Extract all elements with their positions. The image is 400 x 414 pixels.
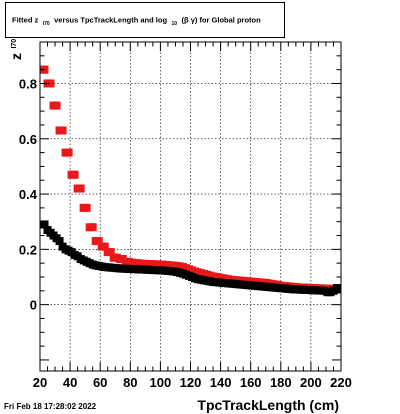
data-point [94, 237, 103, 246]
data-point [70, 170, 79, 179]
x-tick-label: 120 [180, 375, 202, 390]
data-point [46, 79, 55, 88]
data-point [76, 184, 85, 193]
x-tick-label: 160 [240, 375, 262, 390]
x-tick-label: 40 [63, 375, 77, 390]
axis-ticks [39, 41, 342, 371]
y-axis-title: z I70 [8, 39, 25, 60]
title-pre: Fitted z [12, 16, 38, 25]
data-point [64, 148, 73, 157]
title-mid: versus TpcTrackLength and log [54, 16, 167, 25]
y-tick-label: 0.2 [19, 242, 37, 257]
data-point [40, 220, 49, 229]
data-point [106, 248, 115, 257]
x-tick-label: 200 [300, 375, 322, 390]
y-tick-label: 0.8 [19, 76, 37, 91]
x-tick-label: 60 [93, 375, 107, 390]
y-tick-label: 0.4 [19, 187, 38, 202]
x-tick-label: 180 [270, 375, 292, 390]
x-tick-label: 140 [210, 375, 232, 390]
x-tick-label: 100 [150, 375, 172, 390]
data-point [82, 203, 91, 212]
data-point [333, 284, 341, 293]
data-point [58, 126, 67, 135]
data-point [88, 223, 97, 232]
data-point [55, 237, 64, 246]
data-points [40, 65, 341, 297]
y-axis-label-sub: I70 [11, 39, 18, 49]
data-point [100, 242, 109, 251]
title-sub1: I70 [43, 21, 50, 27]
title-box: Fitted z I70 versus TpcTrackLength and l… [5, 2, 285, 38]
y-tick-label: 0.6 [19, 132, 37, 147]
chart-title: Fitted z I70 versus TpcTrackLength and l… [12, 10, 261, 30]
x-axis-title: TpcTrackLength (cm) [197, 397, 339, 413]
grid-lines [40, 42, 341, 371]
x-tick-label: 80 [123, 375, 137, 390]
timestamp: Fri Feb 18 17:28:02 2022 [4, 402, 97, 411]
series-black [40, 220, 341, 297]
x-tick-label: 220 [330, 375, 352, 390]
x-tick-label: 20 [33, 375, 47, 390]
title-post: (β γ) for Global proton [182, 16, 262, 25]
data-point [40, 65, 49, 74]
data-point [52, 101, 61, 110]
y-axis-label: z [8, 53, 24, 60]
tick-labels: 20 40 60 80 100 120 140 160 180 200 220 0 0.2 0.4 0.6 0… [19, 76, 352, 390]
y-tick-label: 0 [30, 298, 37, 313]
title-sub2: 10 [172, 21, 178, 27]
